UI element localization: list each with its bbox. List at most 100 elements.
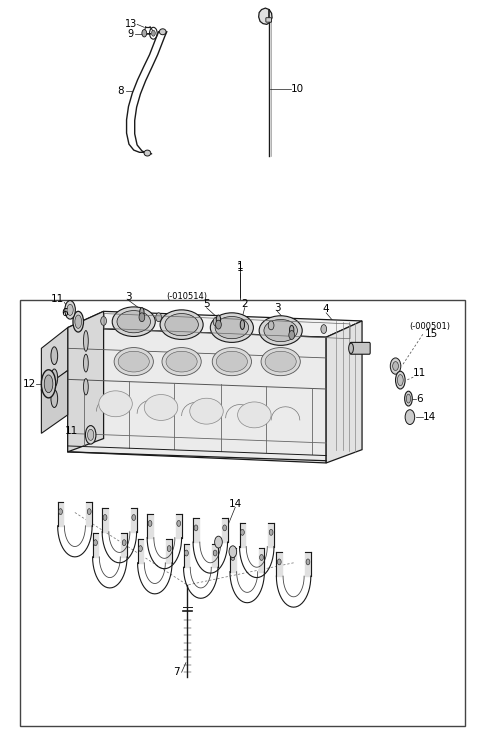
Text: (-000501): (-000501) (409, 322, 450, 330)
Text: 1: 1 (237, 262, 243, 271)
Ellipse shape (144, 150, 151, 156)
Ellipse shape (160, 310, 203, 339)
Circle shape (268, 321, 274, 330)
Polygon shape (230, 548, 236, 571)
Ellipse shape (264, 319, 298, 342)
Circle shape (59, 508, 62, 514)
Circle shape (152, 30, 156, 36)
Ellipse shape (51, 347, 58, 365)
Circle shape (167, 545, 171, 551)
Ellipse shape (144, 394, 178, 420)
Circle shape (216, 320, 221, 329)
Polygon shape (68, 311, 362, 337)
Circle shape (277, 559, 281, 565)
Polygon shape (138, 539, 144, 563)
Circle shape (321, 325, 326, 333)
Ellipse shape (396, 371, 405, 389)
Polygon shape (68, 328, 326, 463)
Ellipse shape (162, 348, 201, 376)
Ellipse shape (190, 398, 223, 424)
Circle shape (101, 316, 107, 325)
Circle shape (184, 550, 188, 556)
Circle shape (122, 539, 126, 545)
Circle shape (148, 520, 152, 526)
Ellipse shape (85, 425, 96, 444)
Circle shape (405, 410, 415, 425)
Text: 14: 14 (423, 412, 436, 422)
Polygon shape (41, 328, 68, 391)
Polygon shape (93, 534, 98, 557)
Circle shape (132, 514, 136, 520)
Circle shape (142, 30, 147, 37)
Ellipse shape (289, 325, 294, 334)
Text: 13: 13 (125, 19, 137, 30)
Ellipse shape (75, 315, 82, 328)
Polygon shape (147, 514, 153, 538)
Circle shape (87, 508, 91, 514)
Ellipse shape (240, 320, 244, 330)
Ellipse shape (215, 316, 249, 339)
Circle shape (240, 529, 244, 535)
Text: 12: 12 (23, 379, 36, 389)
Ellipse shape (87, 429, 94, 440)
Ellipse shape (117, 310, 151, 333)
Text: 6: 6 (416, 393, 423, 404)
Circle shape (223, 525, 227, 531)
Text: 4: 4 (323, 304, 329, 314)
Ellipse shape (99, 391, 132, 416)
Circle shape (306, 559, 310, 565)
Circle shape (390, 358, 401, 374)
Ellipse shape (73, 311, 84, 332)
Polygon shape (326, 321, 362, 463)
Polygon shape (131, 508, 137, 532)
Polygon shape (68, 311, 104, 452)
Circle shape (260, 554, 264, 560)
Polygon shape (222, 519, 228, 542)
FancyBboxPatch shape (266, 18, 272, 22)
Circle shape (194, 525, 198, 531)
Ellipse shape (41, 370, 56, 398)
Circle shape (103, 514, 107, 520)
Ellipse shape (114, 348, 154, 376)
Ellipse shape (84, 379, 88, 395)
Polygon shape (176, 514, 181, 538)
Ellipse shape (51, 369, 58, 387)
Ellipse shape (261, 348, 300, 376)
Polygon shape (259, 8, 272, 24)
Circle shape (213, 550, 217, 556)
Circle shape (213, 317, 219, 326)
Polygon shape (166, 539, 172, 563)
Ellipse shape (348, 343, 353, 353)
Text: 3: 3 (125, 291, 132, 302)
Ellipse shape (212, 348, 252, 376)
Ellipse shape (51, 390, 58, 408)
Text: 8: 8 (117, 86, 124, 96)
Ellipse shape (405, 391, 412, 406)
Ellipse shape (44, 375, 53, 393)
Circle shape (94, 539, 97, 545)
Text: 1: 1 (237, 264, 243, 273)
Ellipse shape (65, 301, 75, 319)
Circle shape (269, 529, 273, 535)
Ellipse shape (216, 351, 247, 372)
Ellipse shape (84, 354, 88, 372)
Circle shape (215, 536, 222, 548)
Ellipse shape (216, 315, 221, 324)
Circle shape (229, 546, 237, 558)
Ellipse shape (259, 316, 302, 345)
Circle shape (156, 313, 161, 322)
Polygon shape (259, 548, 264, 571)
Polygon shape (86, 502, 92, 526)
Circle shape (393, 362, 398, 370)
Ellipse shape (397, 374, 403, 385)
Ellipse shape (67, 305, 73, 316)
Text: 11: 11 (65, 426, 78, 436)
Text: 7: 7 (173, 667, 180, 677)
Polygon shape (268, 523, 274, 547)
Ellipse shape (166, 351, 197, 372)
Circle shape (289, 330, 295, 339)
Polygon shape (58, 502, 63, 526)
Ellipse shape (118, 351, 149, 372)
Ellipse shape (265, 351, 296, 372)
Circle shape (231, 554, 235, 560)
